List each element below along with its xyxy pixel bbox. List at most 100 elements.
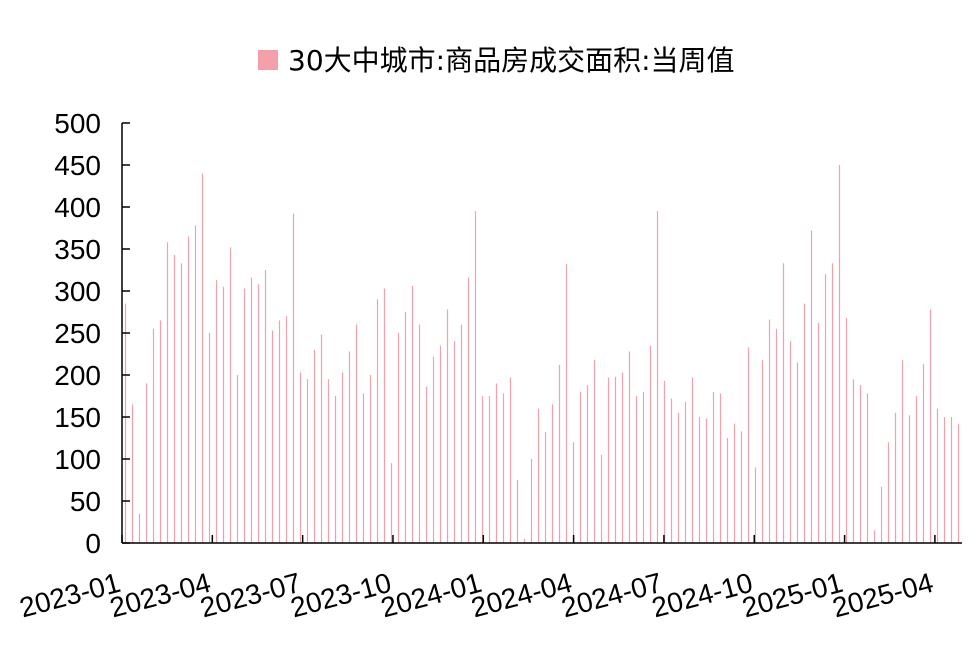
bar [446,309,449,543]
bar [635,396,638,543]
y-tick-label: 450 [54,150,101,181]
bar [285,316,288,543]
bar [670,398,673,543]
bar [943,417,946,543]
bar [607,377,610,543]
bar [866,393,869,543]
bar [124,303,127,543]
bar [166,242,169,543]
bar [845,317,848,543]
bar [950,417,953,543]
bar [355,324,358,543]
bar [803,303,806,543]
bar [852,379,855,543]
bar [593,359,596,543]
bar [824,274,827,543]
bar [460,324,463,543]
bar [334,396,337,543]
bar [887,442,890,543]
bar [474,211,477,543]
bar [922,364,925,543]
bar [600,454,603,543]
bar [453,341,456,543]
bar [747,347,750,543]
bar [621,372,624,543]
bar [152,328,155,543]
bar [222,286,225,543]
bar [859,385,862,543]
bar [292,213,295,543]
bar [775,328,778,543]
bar [712,391,715,543]
bar [145,383,148,543]
bar [873,530,876,543]
bar [173,254,176,543]
y-tick-label: 150 [54,402,101,433]
y-tick-label: 500 [54,108,101,139]
bar [495,383,498,543]
bar [936,408,939,543]
bar [278,320,281,543]
x-axis: 2023-012023-042023-072023-102024-012024-… [16,535,962,623]
bar [726,438,729,543]
bar [201,173,204,543]
bar [502,393,505,543]
bar [131,404,134,543]
bar [467,277,470,543]
bar [929,309,932,543]
bar [159,320,162,543]
x-tick-label: 2025-04 [829,567,936,624]
bar [327,379,330,543]
bar [880,486,883,543]
bar [516,480,519,543]
bar [586,385,589,543]
bar [831,263,834,543]
bar [761,359,764,543]
bar [236,375,239,543]
bar [313,349,316,543]
bar [572,442,575,543]
y-tick-label: 350 [54,234,101,265]
bar [698,417,701,543]
bar [754,467,757,543]
bar [789,341,792,543]
bar [348,351,351,543]
bar [915,396,918,543]
bar [271,330,274,543]
bar [299,372,302,543]
bar [691,377,694,543]
bar [894,412,897,543]
bar [719,393,722,543]
bar [579,391,582,543]
y-tick-label: 100 [54,444,101,475]
bar [796,362,799,543]
bar [810,230,813,543]
bar [369,375,372,543]
bar [565,264,568,543]
bar [628,351,631,543]
bar [481,396,484,543]
bar [908,415,911,543]
bar [411,285,414,543]
y-tick-label: 400 [54,192,101,223]
bar [250,277,253,543]
bar [523,538,526,543]
legend: 30大中城市:商品房成交面积:当周值 [258,44,735,77]
y-tick-label: 50 [70,486,101,517]
bar [397,333,400,543]
y-tick-label: 200 [54,360,101,391]
bar [537,408,540,543]
bar [257,284,260,543]
bar [614,376,617,543]
bar [649,345,652,543]
bar [558,364,561,543]
bar [376,299,379,543]
bar [544,432,547,543]
bar [187,236,190,543]
bar [488,396,491,543]
bar [320,334,323,543]
bar [509,377,512,543]
y-tick-label: 300 [54,276,101,307]
bar [306,379,309,543]
